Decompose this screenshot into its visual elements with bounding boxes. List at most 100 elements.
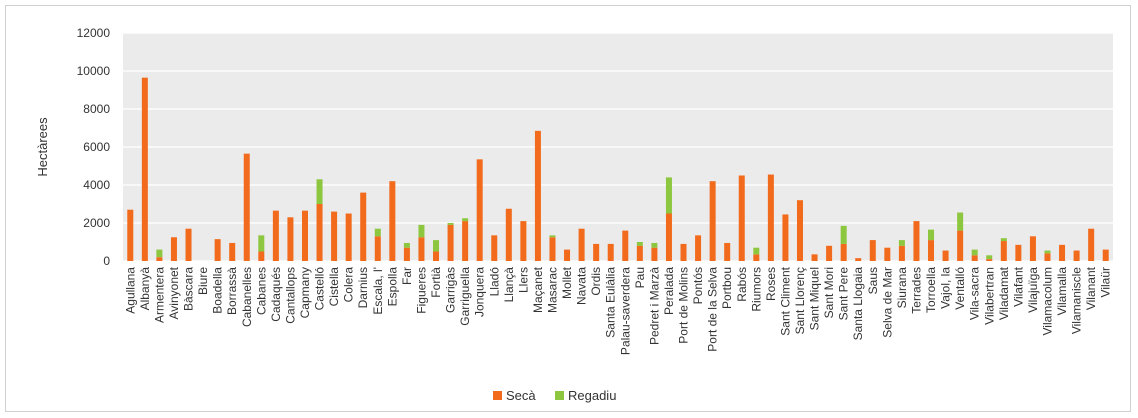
x-tick-label: Pontós <box>691 267 705 304</box>
bar <box>665 177 672 214</box>
bar <box>316 179 323 204</box>
legend: Secà Regadiu <box>493 388 616 403</box>
y-tick-label: 12000 <box>77 26 111 40</box>
bar <box>258 235 265 252</box>
x-tick-label: Espolla <box>385 267 399 307</box>
y-tick-label: 6000 <box>83 140 110 154</box>
bar <box>433 240 440 252</box>
x-tick-label: Far <box>400 267 414 285</box>
bar <box>724 242 731 261</box>
bar <box>1044 253 1051 261</box>
bar <box>462 218 469 222</box>
bar <box>1073 250 1080 261</box>
bar <box>447 224 454 261</box>
bar <box>898 245 905 261</box>
x-tick-label: Riumors <box>749 267 763 312</box>
x-tick-label: Fortià <box>429 267 443 298</box>
x-tick-label: Terrades <box>909 267 923 314</box>
x-tick-label: Peralada <box>662 267 676 315</box>
bar <box>374 236 381 261</box>
x-tick-label: Sant Pere <box>837 267 851 321</box>
bar <box>811 254 818 261</box>
bar <box>622 230 629 261</box>
x-tick-label: Sant Llorenç <box>793 267 807 334</box>
bar <box>753 247 760 255</box>
x-tick-label: Palau-saverdera <box>618 267 632 355</box>
x-tick-label: Torroella <box>924 267 938 313</box>
y-axis-ticks: 0 2000 4000 6000 8000 10000 12000 <box>77 26 111 268</box>
x-tick-label: Vilaür <box>1099 267 1113 297</box>
bar <box>433 251 440 261</box>
bar <box>855 258 862 261</box>
bar <box>869 240 876 261</box>
bar <box>636 245 643 261</box>
x-tick-label: Maçanet <box>531 266 545 313</box>
bar <box>1102 249 1109 261</box>
x-tick-label: Vilamaniscle <box>1070 267 1084 334</box>
bar <box>840 225 847 244</box>
x-tick-label: Pedret i Marzà <box>647 267 661 345</box>
x-tick-label: Santa Eulàlia <box>604 267 618 338</box>
bar <box>170 237 177 261</box>
legend-swatch-seca <box>493 391 502 400</box>
x-tick-label: Avinyonet <box>167 266 181 319</box>
y-tick-label: 0 <box>103 254 110 268</box>
x-tick-label: Vilafant <box>1011 266 1025 306</box>
x-tick-label: Port de la Selva <box>706 267 720 352</box>
bar <box>928 240 935 261</box>
bar <box>826 245 833 261</box>
bar <box>971 255 978 261</box>
x-tick-label: Sant Miquel <box>808 267 822 330</box>
bar <box>695 235 702 261</box>
x-tick-label: Roses <box>764 267 778 301</box>
bar <box>447 223 454 225</box>
bar <box>898 240 905 246</box>
bar <box>374 228 381 237</box>
x-tick-label: Ventalló <box>953 267 967 310</box>
stacked-bar-chart: 0 2000 4000 6000 8000 10000 12000 Hectàrees Ag… <box>35 26 1113 403</box>
x-tick-label: Sant Mori <box>822 267 836 318</box>
x-tick-label: Boadella <box>211 267 225 314</box>
x-tick-label: Mollet <box>560 266 574 299</box>
bar <box>1000 238 1007 242</box>
x-tick-label: Figueres <box>414 267 428 314</box>
bar <box>316 204 323 261</box>
x-tick-label: Darnius <box>356 267 370 308</box>
x-tick-label: Siurana <box>895 267 909 309</box>
bar <box>767 174 774 261</box>
bar <box>1029 236 1036 261</box>
x-tick-label: Llançà <box>502 267 516 303</box>
bar <box>957 230 964 261</box>
x-tick-label: Vajol, la <box>939 267 953 309</box>
x-tick-label: Agullana <box>123 267 137 314</box>
y-tick-label: 4000 <box>83 178 110 192</box>
bar <box>418 237 425 261</box>
x-tick-label: Jonquera <box>473 267 487 317</box>
x-tick-label: Borrassà <box>225 267 239 315</box>
bar <box>360 192 367 261</box>
x-tick-label: Pau <box>633 267 647 288</box>
x-tick-label: Vilamalla <box>1055 267 1069 316</box>
x-tick-label: Albanyà <box>138 267 152 311</box>
legend-swatch-regadiu <box>555 391 564 400</box>
x-tick-label: Saus <box>866 267 880 294</box>
x-tick-label: Garrigàs <box>444 267 458 313</box>
y-tick-label: 10000 <box>77 64 111 78</box>
bar <box>243 153 250 261</box>
x-tick-label: Cistella <box>327 267 341 307</box>
bar <box>884 247 891 261</box>
x-tick-label: Viladamat <box>997 266 1011 320</box>
bar <box>709 181 716 261</box>
bar <box>578 228 585 261</box>
x-axis-tick-labels: Agullana Albanyà Armentera Avinyonet Bàscara… <box>123 266 1112 355</box>
bar <box>1059 244 1066 261</box>
bar <box>549 235 556 238</box>
x-tick-label: Rabós <box>735 267 749 302</box>
bar <box>928 229 935 241</box>
bar <box>156 257 163 261</box>
bar <box>301 210 308 261</box>
chart-frame: 0 2000 4000 6000 8000 10000 12000 Hectàrees Ag… <box>5 5 1131 412</box>
bar <box>520 221 527 261</box>
bar <box>607 243 614 261</box>
x-tick-label: Vilajuïga <box>1026 267 1040 313</box>
